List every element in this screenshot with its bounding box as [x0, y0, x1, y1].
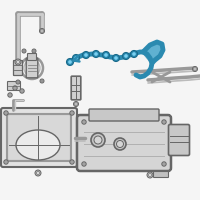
- Circle shape: [83, 121, 85, 123]
- Circle shape: [163, 163, 165, 165]
- Circle shape: [84, 53, 88, 57]
- Circle shape: [9, 94, 11, 96]
- Circle shape: [17, 81, 19, 83]
- Circle shape: [114, 56, 118, 60]
- Circle shape: [71, 112, 73, 114]
- FancyBboxPatch shape: [168, 124, 190, 156]
- Circle shape: [162, 120, 166, 124]
- Circle shape: [36, 171, 40, 174]
- FancyBboxPatch shape: [28, 53, 36, 60]
- Circle shape: [41, 30, 43, 32]
- FancyBboxPatch shape: [71, 76, 81, 100]
- Circle shape: [83, 51, 90, 58]
- Circle shape: [114, 138, 126, 150]
- Circle shape: [40, 28, 44, 33]
- Circle shape: [194, 68, 196, 70]
- Circle shape: [74, 56, 78, 60]
- Circle shape: [15, 59, 21, 65]
- FancyBboxPatch shape: [26, 58, 38, 78]
- Ellipse shape: [16, 130, 60, 160]
- Circle shape: [94, 52, 98, 56]
- Circle shape: [40, 79, 44, 83]
- Circle shape: [32, 49, 36, 53]
- Circle shape: [21, 90, 23, 92]
- Circle shape: [4, 160, 8, 164]
- Circle shape: [192, 66, 198, 72]
- FancyBboxPatch shape: [8, 82, 21, 90]
- Circle shape: [147, 172, 153, 178]
- Circle shape: [70, 160, 74, 164]
- FancyBboxPatch shape: [154, 171, 168, 178]
- Circle shape: [148, 173, 152, 176]
- Circle shape: [68, 60, 72, 64]
- Circle shape: [75, 103, 77, 105]
- Circle shape: [13, 86, 17, 90]
- Circle shape: [130, 50, 138, 58]
- FancyBboxPatch shape: [14, 60, 22, 75]
- Circle shape: [124, 54, 128, 58]
- Circle shape: [104, 53, 108, 57]
- Circle shape: [112, 54, 120, 62]
- Circle shape: [20, 89, 24, 93]
- FancyBboxPatch shape: [77, 115, 171, 171]
- Circle shape: [92, 50, 100, 58]
- Polygon shape: [143, 42, 163, 63]
- Circle shape: [102, 51, 110, 58]
- FancyBboxPatch shape: [8, 114, 70, 160]
- Circle shape: [5, 161, 7, 163]
- Circle shape: [5, 112, 7, 114]
- Circle shape: [16, 80, 20, 84]
- Circle shape: [23, 50, 25, 52]
- Circle shape: [83, 163, 85, 165]
- Circle shape: [70, 111, 74, 115]
- FancyBboxPatch shape: [89, 109, 159, 121]
- Circle shape: [91, 133, 105, 147]
- Circle shape: [162, 162, 166, 166]
- Circle shape: [4, 111, 8, 115]
- Circle shape: [82, 120, 86, 124]
- Circle shape: [35, 170, 41, 176]
- Circle shape: [22, 49, 26, 53]
- Circle shape: [116, 140, 124, 148]
- Circle shape: [132, 52, 136, 56]
- Circle shape: [16, 60, 20, 64]
- Circle shape: [71, 161, 73, 163]
- FancyBboxPatch shape: [1, 108, 77, 167]
- Circle shape: [122, 52, 130, 60]
- Circle shape: [33, 50, 35, 52]
- Circle shape: [66, 58, 74, 66]
- Circle shape: [82, 162, 86, 166]
- Circle shape: [8, 93, 12, 97]
- Circle shape: [94, 136, 102, 144]
- Circle shape: [163, 121, 165, 123]
- Circle shape: [41, 80, 43, 82]
- Circle shape: [74, 102, 78, 106]
- Circle shape: [14, 87, 16, 89]
- Circle shape: [72, 54, 80, 62]
